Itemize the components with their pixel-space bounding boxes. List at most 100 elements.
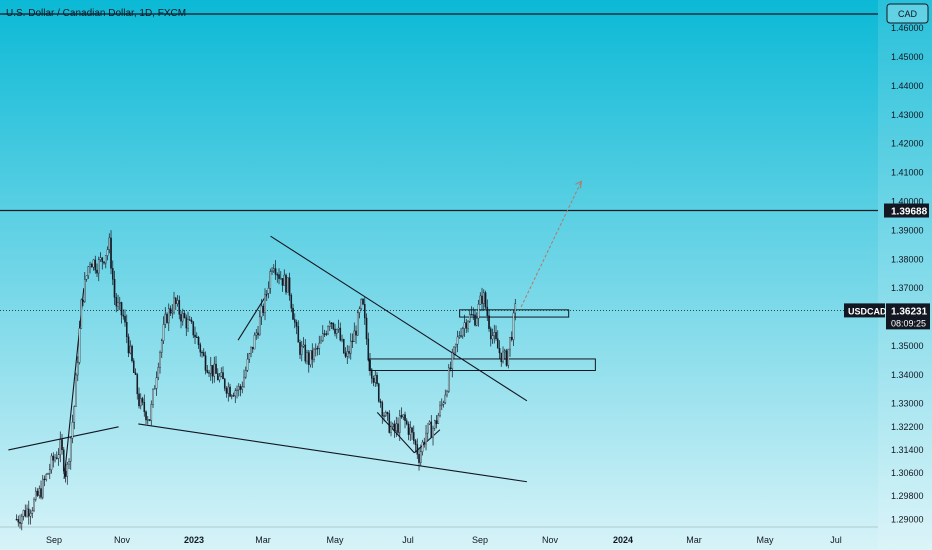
- candle-body: [85, 275, 88, 280]
- currency-button-label: CAD: [898, 9, 918, 19]
- candle: [136, 373, 139, 400]
- candle-body: [178, 300, 181, 315]
- currency-button[interactable]: CAD: [886, 3, 929, 24]
- candle: [484, 290, 487, 310]
- candle-body: [328, 322, 331, 328]
- candle-body: [197, 336, 200, 345]
- candle: [460, 328, 462, 338]
- x-tick-label: Jul: [830, 535, 842, 545]
- candle-body: [90, 264, 93, 268]
- candle-body: [407, 423, 410, 435]
- candle: [229, 383, 231, 398]
- candle-body: [272, 268, 275, 272]
- candle: [213, 356, 216, 383]
- candle-body: [188, 319, 191, 321]
- candle-body: [477, 303, 480, 319]
- y-tick-label: 1.41000: [891, 168, 924, 178]
- candle-body: [369, 359, 371, 371]
- candle: [34, 487, 37, 502]
- candle: [166, 312, 168, 324]
- candle: [134, 368, 137, 375]
- candle: [204, 351, 207, 375]
- candle-body: [260, 305, 263, 318]
- candle-body: [127, 336, 130, 354]
- candle-body: [220, 372, 223, 377]
- candle-body: [104, 255, 107, 264]
- candle-body: [194, 334, 196, 338]
- candle: [349, 333, 352, 360]
- candle: [306, 349, 308, 365]
- candle-body: [251, 346, 254, 350]
- candle: [285, 273, 287, 295]
- candle: [348, 345, 350, 359]
- candle-body: [246, 358, 249, 371]
- candle-body: [83, 279, 86, 302]
- candle: [428, 420, 431, 425]
- candle-body: [181, 313, 184, 322]
- countdown-value: 08:09:25: [891, 318, 926, 328]
- candle: [412, 425, 415, 445]
- candle-body: [342, 339, 345, 354]
- candle: [64, 467, 67, 483]
- candle: [248, 352, 251, 364]
- candle-body: [153, 388, 156, 390]
- candle-body: [337, 327, 340, 330]
- candle-body: [164, 313, 167, 325]
- candle: [52, 452, 55, 468]
- candle-body: [33, 499, 35, 511]
- candle: [153, 385, 156, 390]
- candle-body: [286, 277, 289, 293]
- candle: [243, 369, 245, 388]
- candle: [405, 418, 408, 426]
- candle: [444, 389, 447, 405]
- candle-body: [59, 439, 62, 455]
- candle: [297, 320, 300, 343]
- candle: [451, 348, 454, 378]
- projection-arrow-line: [520, 181, 582, 308]
- candle-body: [148, 419, 151, 421]
- candle-body: [26, 508, 28, 517]
- candle-body: [376, 374, 378, 384]
- candle-body: [118, 302, 121, 304]
- candle: [57, 448, 60, 466]
- candle: [66, 461, 69, 485]
- y-tick-label: 1.42000: [891, 139, 924, 149]
- candle: [302, 337, 305, 349]
- candle-body: [103, 261, 105, 264]
- candle: [414, 439, 417, 452]
- candle-body: [351, 340, 354, 343]
- candle-body: [110, 237, 112, 269]
- candle-body: [180, 314, 182, 322]
- candle-body: [344, 352, 347, 357]
- candle: [29, 509, 32, 525]
- candle: [125, 314, 128, 344]
- candle: [33, 497, 35, 513]
- candle: [461, 326, 464, 339]
- candle: [99, 252, 102, 262]
- candle-body: [213, 363, 216, 377]
- candle-body: [145, 411, 147, 421]
- candle: [374, 370, 377, 387]
- candle: [190, 316, 193, 324]
- candle: [488, 309, 490, 332]
- candle: [265, 290, 268, 302]
- candle-body: [463, 322, 466, 329]
- candle: [145, 410, 147, 425]
- candle-body: [15, 519, 18, 521]
- candle: [87, 266, 90, 279]
- candle-body: [486, 306, 489, 316]
- y-tick-label: 1.45000: [891, 52, 924, 62]
- candle-body: [24, 510, 27, 517]
- candle: [386, 411, 389, 421]
- y-tick-label: 1.46000: [891, 23, 924, 33]
- candle-body: [227, 386, 230, 394]
- candle: [173, 291, 175, 315]
- candle: [31, 507, 34, 519]
- candle: [27, 500, 30, 525]
- candle-body: [69, 437, 72, 462]
- level-price-label: 1.39688: [891, 207, 928, 218]
- candle-body: [474, 314, 476, 326]
- candle-body: [274, 268, 277, 275]
- candle-body: [426, 423, 429, 434]
